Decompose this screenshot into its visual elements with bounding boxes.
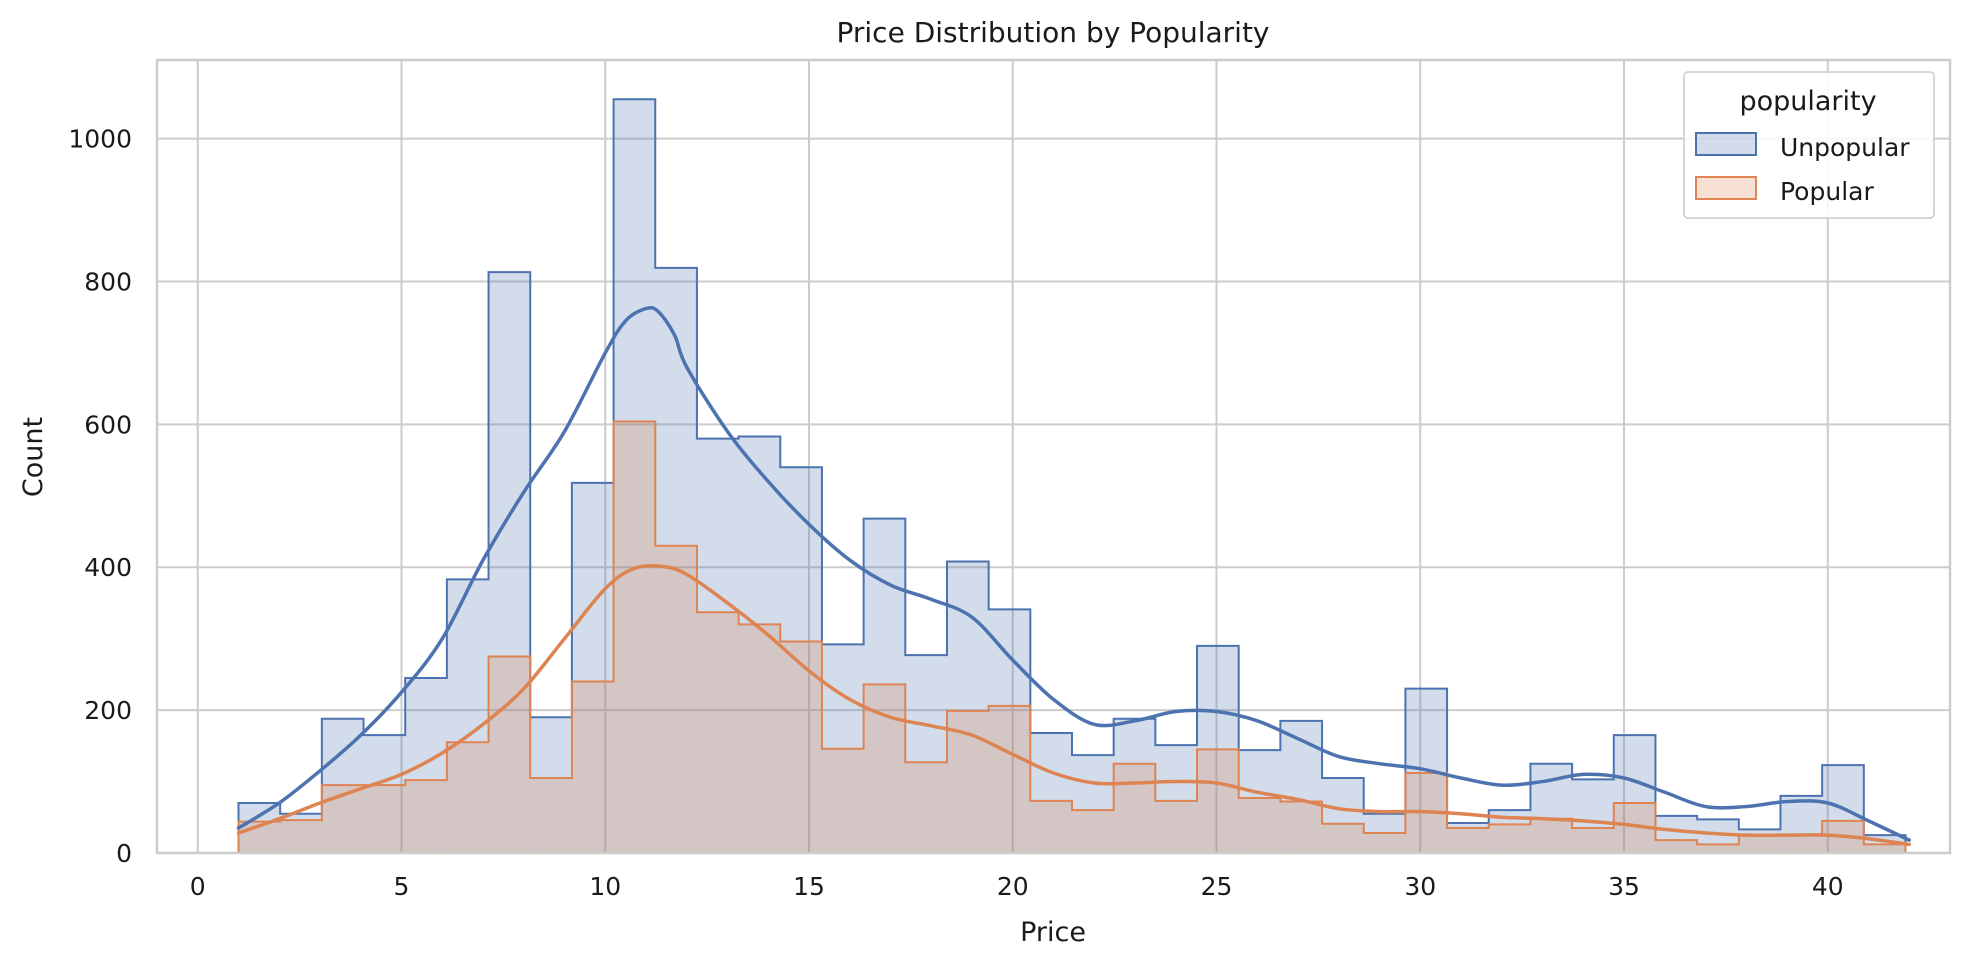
histogram-bar bbox=[988, 705, 1031, 853]
histogram-bar bbox=[571, 681, 614, 853]
x-tick-label: 35 bbox=[1608, 872, 1640, 901]
histogram-bar bbox=[1322, 823, 1364, 853]
histogram-bar bbox=[905, 655, 947, 853]
histogram-bar bbox=[1197, 749, 1239, 853]
histogram-step-outline bbox=[237, 420, 1907, 853]
histogram-bar bbox=[1572, 779, 1614, 853]
histogram-bar bbox=[363, 785, 406, 853]
histogram-bar bbox=[988, 609, 1031, 853]
histogram-bar bbox=[446, 742, 489, 853]
x-tick-label: 40 bbox=[1812, 872, 1844, 901]
histogram-series-popular bbox=[237, 420, 1907, 853]
x-tick-label: 15 bbox=[793, 872, 825, 901]
histogram-bar bbox=[238, 802, 281, 853]
histogram-bar bbox=[655, 545, 697, 853]
histogram-bar bbox=[696, 612, 739, 853]
histogram-bar bbox=[1780, 835, 1823, 853]
histogram-bar bbox=[738, 624, 781, 853]
histogram-bar bbox=[1155, 745, 1198, 853]
y-tick-label: 600 bbox=[84, 410, 132, 439]
histogram-bar bbox=[1280, 801, 1323, 853]
legend-swatch-popular bbox=[1695, 176, 1757, 200]
y-tick-label: 400 bbox=[84, 553, 132, 582]
histogram-bar bbox=[530, 717, 572, 853]
histogram-bar bbox=[1072, 755, 1114, 853]
histogram-bar bbox=[446, 579, 489, 853]
histogram-bar bbox=[1613, 735, 1656, 853]
histogram-bar bbox=[1155, 800, 1198, 853]
x-axis-title: Price bbox=[1020, 917, 1086, 948]
histogram-bar bbox=[1238, 797, 1281, 853]
histogram-bar bbox=[1572, 827, 1614, 853]
x-tick-label: 10 bbox=[589, 872, 621, 901]
histogram-bar bbox=[696, 438, 739, 853]
histogram-bar bbox=[1655, 840, 1698, 853]
histogram-bar bbox=[405, 780, 447, 853]
histogram-bar bbox=[1780, 795, 1823, 853]
histogram-bar bbox=[1863, 844, 1906, 853]
histogram-bar bbox=[863, 684, 906, 853]
histogram-bar bbox=[571, 482, 614, 853]
histogram-bar bbox=[1530, 818, 1573, 853]
histogram-bar bbox=[1280, 720, 1323, 853]
histogram-bar bbox=[405, 677, 447, 853]
legend-label-popular: Popular bbox=[1780, 177, 1874, 206]
plot-frame bbox=[155, 58, 1952, 855]
x-tick-label: 25 bbox=[1201, 872, 1233, 901]
histogram-bar bbox=[780, 641, 822, 853]
histogram-bar bbox=[946, 561, 989, 853]
histogram-bar bbox=[1655, 815, 1698, 853]
histogram-bar bbox=[1447, 827, 1489, 853]
legend-label-unpopular: Unpopular bbox=[1780, 133, 1910, 162]
x-tick-label: 20 bbox=[997, 872, 1029, 901]
histogram-bar bbox=[1322, 777, 1364, 853]
y-tick-label: 200 bbox=[84, 696, 132, 725]
chart-title: Price Distribution by Popularity bbox=[836, 16, 1269, 49]
histogram-bar bbox=[613, 99, 656, 854]
histogram-bar bbox=[530, 777, 572, 853]
histogram-bar bbox=[821, 748, 864, 853]
histogram-bar bbox=[1030, 800, 1073, 853]
x-tick-label: 0 bbox=[190, 872, 206, 901]
histogram-bar bbox=[1113, 718, 1156, 853]
y-tick-label: 800 bbox=[84, 267, 132, 296]
histogram-bar bbox=[1738, 835, 1781, 853]
kde-line-popular bbox=[236, 564, 1911, 847]
histogram-bar bbox=[488, 272, 531, 853]
histogram-step-outline bbox=[237, 98, 1907, 853]
histogram-bar bbox=[1030, 732, 1073, 853]
legend-swatch-unpopular bbox=[1695, 132, 1757, 156]
y-tick-label: 1000 bbox=[68, 125, 132, 154]
kde-line-unpopular bbox=[236, 305, 1911, 842]
histogram-bar bbox=[1488, 824, 1531, 853]
histogram-bar bbox=[1072, 810, 1114, 853]
histogram-bar bbox=[1238, 750, 1281, 853]
histogram-bar bbox=[363, 735, 406, 853]
histogram-bar bbox=[1697, 844, 1739, 853]
legend-title: popularity bbox=[1739, 86, 1876, 117]
legend: popularity Unpopular Popular bbox=[1683, 71, 1935, 219]
y-tick-label: 0 bbox=[116, 839, 132, 868]
legend-frame bbox=[1683, 71, 1935, 219]
histogram-bar bbox=[905, 762, 947, 853]
x-tick-label: 5 bbox=[394, 872, 410, 901]
histogram-bar bbox=[280, 820, 322, 853]
x-tick-label: 30 bbox=[1404, 872, 1436, 901]
histogram-bar bbox=[1363, 832, 1406, 853]
histogram-bar bbox=[655, 267, 697, 853]
y-axis-title: Count bbox=[18, 417, 49, 497]
histogram-bar bbox=[1113, 763, 1156, 853]
histogram-bar bbox=[613, 421, 656, 853]
histogram-bar bbox=[738, 436, 781, 853]
